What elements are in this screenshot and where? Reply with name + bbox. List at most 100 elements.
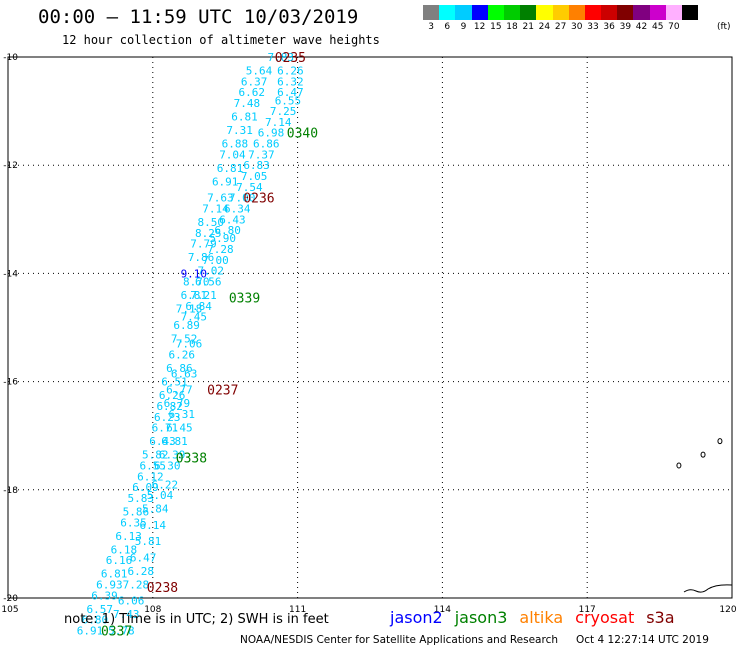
wave-height-value: 7.52 xyxy=(171,332,198,345)
colorbar-label: 15 xyxy=(490,22,502,32)
wave-height-value: 6.56 xyxy=(195,276,222,289)
axis-tick-labels: 105 108 111 114 117 120 -10 -12 -14 -16 -18 -20 xyxy=(1,53,736,615)
wave-height-value: 6.89 xyxy=(173,319,200,332)
wave-height-value: 7.63 xyxy=(207,192,234,205)
wave-height-labels: 7.836.265.646.326.376.476.626.557.487.25… xyxy=(77,51,304,637)
credit-line: NOAA/NESDIS Center for Satellite Applica… xyxy=(240,634,709,646)
wave-height-value: 6.18 xyxy=(111,543,138,556)
colorbar-label: 9 xyxy=(460,22,467,32)
wave-height-value: 6.30 xyxy=(154,459,181,472)
satellite-legend-item: cryosat xyxy=(575,608,635,627)
wave-height-value: 7.86 xyxy=(188,251,215,264)
wave-height-value: 5.78 xyxy=(108,624,135,637)
wave-height-value: 7.48 xyxy=(234,97,261,110)
wave-height-value: 7.31 xyxy=(226,124,253,137)
satellite-legend-item: altika xyxy=(519,608,564,627)
colorbar-swatch xyxy=(552,5,569,20)
colorbar-label: 30 xyxy=(571,22,583,32)
colorbar-swatch xyxy=(568,5,585,20)
colorbar-label: 39 xyxy=(619,22,632,32)
colorbar-swatch xyxy=(487,5,504,20)
wave-height-value: 8.50 xyxy=(197,216,224,229)
wave-height-value: 6.63 xyxy=(171,367,198,380)
longitude-tick-label: 105 xyxy=(1,605,18,615)
wave-height-value: 7.02 xyxy=(197,265,224,278)
colorbar-label: 24 xyxy=(538,22,551,32)
wave-height-value: 7.28 xyxy=(123,578,150,591)
wave-height-value: 6.12 xyxy=(137,470,164,483)
wave-height-value: 6.45 xyxy=(166,422,193,435)
colorbar-cell: 18 xyxy=(503,5,521,32)
wave-height-value: 6.16 xyxy=(106,554,133,567)
colorbar-label: 12 xyxy=(473,22,486,32)
colorbar-cell: 33 xyxy=(584,5,602,32)
wave-height-value: 6.86 xyxy=(166,362,193,375)
wave-height-value: 6.28 xyxy=(127,565,154,578)
map-frame xyxy=(7,56,733,599)
wave-height-value: 7.14 xyxy=(265,116,292,129)
colorbar-cell: 70 xyxy=(665,5,682,32)
wave-height-value: 6.35 xyxy=(120,516,147,529)
wave-height-value: 6.13 xyxy=(115,530,142,543)
wave-height-value: 7.21 xyxy=(190,289,217,302)
pass-time-labels: 0235 0340 0236 0339 0237 0338 0238 0337 xyxy=(101,51,318,639)
wave-height-value: 6.23 xyxy=(154,411,181,424)
latitude-tick-label: -20 xyxy=(3,594,18,604)
colorbar-swatch xyxy=(633,5,650,20)
wave-height-value: 5.82 xyxy=(142,449,169,462)
longitude-tick-label: 120 xyxy=(719,605,736,615)
colorbar-swatch xyxy=(601,5,618,20)
island-outline xyxy=(717,438,723,445)
colorbar-swatch xyxy=(471,5,488,20)
wave-height-value: 6.43 xyxy=(219,213,246,226)
colorbar-label: 6 xyxy=(444,22,451,32)
wave-height-value: 6.82 xyxy=(156,400,183,413)
wave-height-value: 6.81 xyxy=(231,111,258,124)
colorbar-cell: 3 xyxy=(423,5,440,32)
wave-height-value: 5.04 xyxy=(147,489,174,502)
colorbar-cell: 24 xyxy=(536,5,553,32)
wave-height-value: 6.81 xyxy=(161,435,188,448)
wave-height-value: 8.70 xyxy=(183,276,210,289)
wave-height-value: 6.31 xyxy=(169,408,196,421)
latitude-tick-label: -16 xyxy=(3,378,18,388)
wave-height-value: 6.81 xyxy=(181,289,208,302)
pass-time-label: 0236 xyxy=(243,192,274,207)
colorbar-swatch xyxy=(665,5,682,20)
wave-height-value: 7.14 xyxy=(202,202,229,215)
wave-height-value: 9.10 xyxy=(181,267,208,280)
colorbar-cell: 21 xyxy=(520,5,537,32)
colorbar-swatch xyxy=(439,5,456,20)
satellite-legend-item: jason3 xyxy=(454,608,508,627)
wave-height-value: 6.26 xyxy=(159,389,186,402)
island-outline xyxy=(700,451,706,458)
wave-height-value: 6.88 xyxy=(222,138,249,151)
colorbar-swatch xyxy=(682,5,699,20)
wave-height-value: 7.18 xyxy=(176,303,203,316)
wave-height-value: 6.43 xyxy=(149,435,176,448)
longitude-tick-label: 114 xyxy=(434,605,451,615)
wave-height-value: 6.71 xyxy=(152,422,179,435)
wave-height-value: 6.81 xyxy=(217,162,244,175)
colorbar-cell: 36 xyxy=(601,5,618,32)
wave-height-value: 6.83 xyxy=(243,159,270,172)
colorbar-swatch xyxy=(536,5,553,20)
colorbar-swatch xyxy=(423,5,440,20)
pass-time-label: 0337 xyxy=(101,624,132,639)
wave-height-value: 5.84 xyxy=(142,503,169,516)
colorbar-label: 18 xyxy=(506,22,518,32)
colorbar-label: 3 xyxy=(428,22,434,32)
colorbar-legend: 3 6 9 12 15 18 21 24 27 30 33 36 39 42 45 70 xyxy=(423,5,699,32)
map-grid xyxy=(8,57,732,598)
wave-height-value: 6.91 xyxy=(77,624,104,637)
wave-height-value: 5.83 xyxy=(127,492,154,505)
wave-height-value: 6.06 xyxy=(118,595,145,608)
wave-height-value: 6.39 xyxy=(159,449,186,462)
colorbar-cell: 30 xyxy=(568,5,585,32)
wave-height-value: 7.00 xyxy=(229,192,256,205)
wave-height-value: 6.51 xyxy=(161,376,188,389)
wave-height-value: 7.43 xyxy=(113,608,140,621)
wave-height-value: 6.81 xyxy=(101,568,128,581)
colorbar-cell: 6 xyxy=(439,5,456,32)
